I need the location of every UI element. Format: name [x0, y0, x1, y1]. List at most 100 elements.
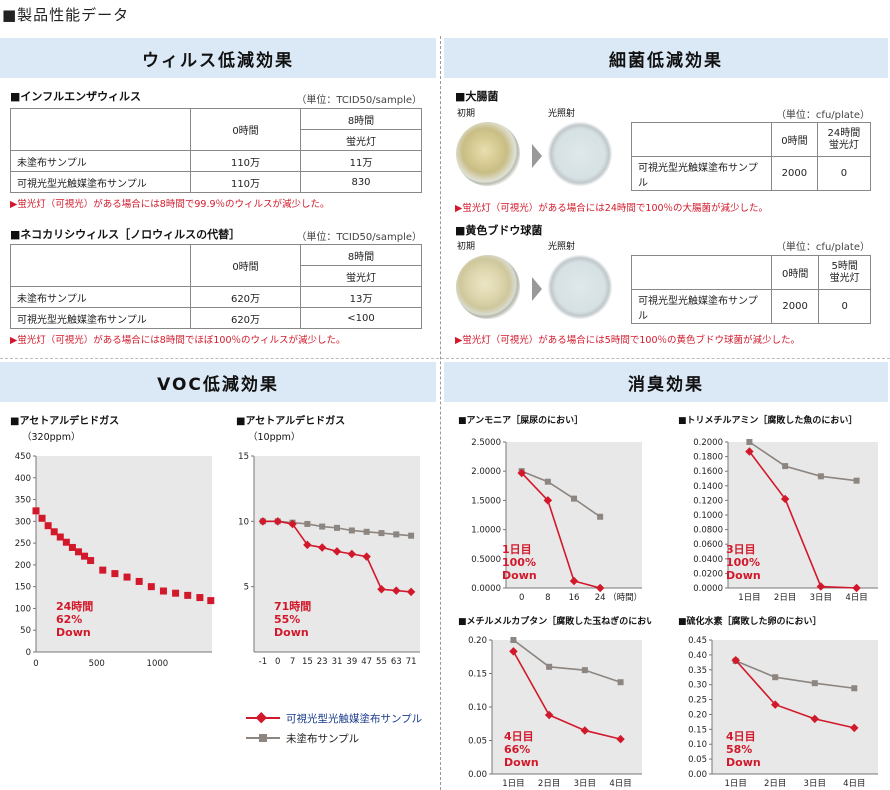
x-tick-label: 63: [391, 657, 402, 667]
data-point-coated: [50, 528, 58, 536]
series-line-uncoated: [735, 660, 855, 690]
data-point-uncoated: [853, 477, 860, 484]
annotation-text: Down: [502, 569, 537, 582]
y-tick-label: 0.5000: [471, 555, 501, 565]
table-row: 未塗布サンプル 620万 13万: [10, 286, 422, 308]
data-point-uncoated: [334, 524, 340, 531]
calicivirus-note: ▶蛍光灯（可視光）がある場合には8時間でほぼ100％のウィルスが減少した。: [10, 335, 346, 346]
x-tick-label: 3日目: [574, 779, 596, 789]
ammonia-chart: ■アンモニア［屎尿のにおい］ 0.0000 0.5000 1.0000 1.5000 2.…: [458, 414, 642, 603]
y-tick-label: 0.20: [688, 710, 707, 720]
cell: 13万: [300, 286, 422, 308]
series-line-coated: [521, 472, 601, 589]
annotation-text: 3日目: [726, 543, 756, 556]
ecoli-note: ▶蛍光灯（可視光）がある場合には24時間で100％の大腸菌が減少した。: [455, 203, 769, 214]
table-corner: [631, 122, 772, 157]
row-label: 未塗布サンプル: [10, 286, 191, 308]
data-point-coated: [172, 589, 180, 597]
header-5h: 5時間 蛍光灯: [818, 255, 871, 290]
influenza-note: ▶蛍光灯（可視光）がある場合には8時間で99.9％のウィルスが減少した。: [10, 199, 330, 210]
data-point-coated: [544, 710, 554, 720]
y-tick-label: 300: [15, 517, 31, 527]
y-tick-label: 0.0000: [693, 584, 723, 594]
header-24h: 24時間 蛍光灯: [816, 122, 872, 157]
data-point-coated: [111, 570, 119, 578]
y-tick-label: 0.1400: [693, 482, 723, 492]
y-tick-label: 0.0200: [693, 569, 723, 579]
staph-table: 0時間 5時間 蛍光灯 可視光型光触媒塗布サンプル 2000 0: [631, 255, 871, 324]
y-tick-label: 10: [238, 517, 249, 527]
y-tick-label: 50: [20, 626, 31, 636]
data-point-uncoated: [319, 523, 326, 530]
data-point-coated: [780, 494, 790, 504]
data-point-uncoated: [782, 463, 789, 470]
data-point-coated: [62, 538, 70, 546]
data-point-uncoated: [510, 637, 517, 643]
y-tick-label: 350: [15, 496, 31, 506]
data-point-coated: [616, 734, 625, 744]
y-tick-label: 0.00: [468, 770, 487, 780]
y-tick-label: 0.10: [468, 703, 487, 713]
header-0h: 0時間: [190, 108, 301, 151]
x-tick-label: 0: [519, 593, 524, 603]
cell: 0: [816, 156, 872, 191]
x-tick-label: 8: [545, 593, 550, 603]
cell: 620万: [190, 307, 301, 329]
y-tick-label: 0.30: [688, 681, 707, 691]
x-tick-label: 1000: [147, 659, 169, 669]
annotation-text: 24時間: [56, 599, 93, 613]
staph-after-dish-image: [548, 255, 612, 319]
table-corner: [631, 255, 772, 290]
legend-label-uncoated: 未塗布サンプル: [286, 732, 360, 745]
data-point-coated: [81, 552, 89, 560]
series-line-coated: [512, 650, 621, 740]
data-point-uncoated: [393, 531, 400, 538]
arrow-icon: [532, 277, 542, 301]
data-point-coated: [44, 522, 52, 530]
plot-area: [492, 640, 642, 774]
data-point-coated: [317, 543, 327, 552]
chart-title: ■トリメチルアミン［腐敗した魚のにおい］: [678, 414, 857, 426]
table-row: 可視光型光触媒塗布サンプル 2000 0: [631, 156, 872, 191]
chart-subtitle: （320ppm）: [22, 431, 80, 443]
cell: 620万: [190, 286, 301, 308]
x-tick-label: 3日目: [810, 593, 832, 603]
cell: <100: [300, 307, 422, 329]
table-row: 可視光型光触媒塗布サンプル 620万 <100: [10, 307, 422, 329]
cell: 11万: [300, 150, 422, 172]
table-corner: [10, 108, 191, 151]
x-tick-label: 55: [376, 657, 387, 667]
y-tick-label: 0.0800: [693, 526, 723, 536]
data-point-coated: [377, 585, 386, 594]
staph-initial-dish-image: [456, 255, 520, 319]
x-tick-label: 16: [569, 593, 580, 603]
y-tick-label: 0.1200: [693, 496, 723, 506]
table-row: 未塗布サンプル 110万 11万: [10, 150, 422, 172]
y-tick-label: 2.5000: [471, 438, 501, 448]
annotation-text: 100%: [726, 556, 760, 569]
y-tick-label: 0.1800: [693, 453, 723, 463]
plot-area: [36, 456, 212, 652]
data-point-coated: [159, 587, 167, 595]
data-point-coated: [74, 548, 82, 556]
data-point-coated: [99, 566, 107, 574]
calicivirus-title: ■ネコカリシウィルス［ノロウィルスの代替］: [10, 228, 241, 241]
data-point-uncoated: [546, 663, 553, 670]
row-label: 可視光型光触媒塗布サンプル: [10, 171, 191, 193]
y-tick-label: 100: [15, 604, 31, 614]
y-tick-label: 250: [15, 539, 31, 549]
voc-10ppm-chart: ■アセトアルデヒドガス （10ppm） 5 10 15 -1 0 7 15 23 31 39 47 55 6…: [236, 414, 420, 667]
chart-title: ■アンモニア［屎尿のにおい］: [458, 414, 583, 426]
annotation-text: 58%: [726, 743, 752, 756]
x-tick-label: 4日目: [609, 779, 631, 789]
data-point-coated: [32, 507, 40, 515]
diamond-marker-icon: [246, 712, 280, 724]
chart-title: ■メチルメルカプタン［腐敗した玉ねぎのにおい］: [458, 615, 652, 627]
data-point-uncoated: [811, 680, 818, 687]
data-point-coated: [816, 582, 826, 591]
y-tick-label: 400: [15, 474, 31, 484]
y-tick-label: 1.0000: [471, 526, 501, 536]
ecoli-table: 0時間 24時間 蛍光灯 可視光型光触媒塗布サンプル 2000 0: [631, 122, 872, 191]
x-tick-label: 47: [361, 657, 372, 667]
row-label: 未塗布サンプル: [10, 150, 191, 172]
